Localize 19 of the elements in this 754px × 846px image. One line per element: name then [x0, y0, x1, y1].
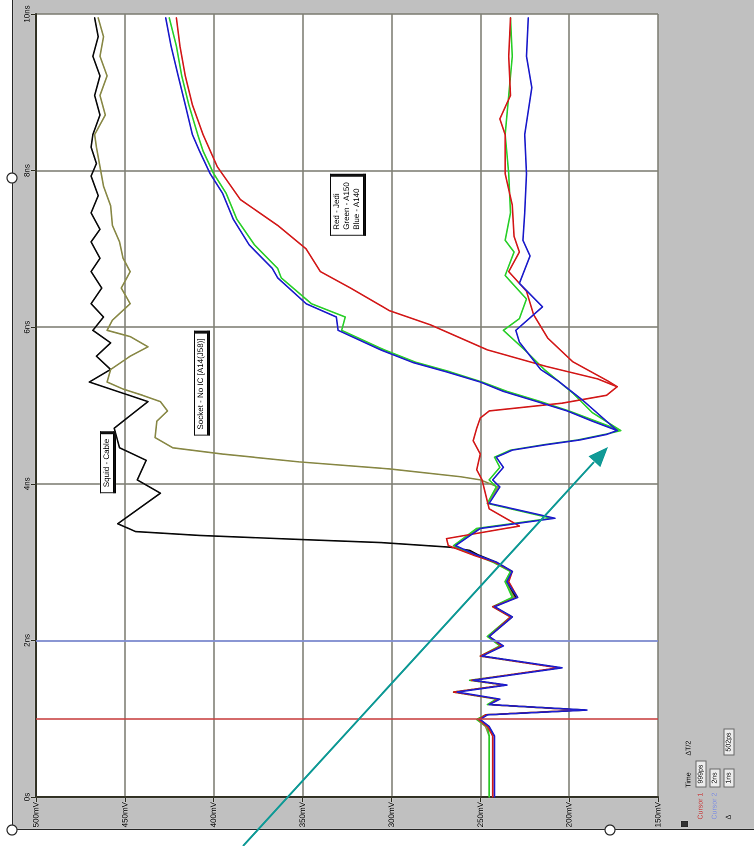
x-tick-label: 500mV [32, 801, 40, 828]
annotation: Socket - No IC [A14(J58)] [196, 338, 206, 430]
y-tick-label: 2ns [22, 634, 32, 647]
y-tick-label: 0s [22, 792, 32, 802]
y-tick-label: 4ns [22, 477, 32, 490]
x-tick-label: 350mV [298, 801, 308, 828]
y-tick-label: 8ns [22, 164, 32, 178]
annotation: Blue - A140 [352, 188, 362, 230]
x-tick-label: 250mV [476, 801, 485, 828]
annotation: Squid - Cable [102, 438, 112, 488]
annotation: Green - A150 [342, 182, 352, 230]
x-tick-label: 200mV [564, 801, 574, 828]
y-tick-label: 10ns [22, 5, 32, 23]
x-tick-label: 450mV [120, 801, 130, 828]
x-tick-label: 150mV [654, 801, 662, 828]
y-tick-label: 6ns [22, 320, 32, 334]
x-tick-label: 400mV [209, 801, 218, 828]
x-tick-label: 300mV [386, 801, 396, 828]
annotation: Red - Jedi [332, 193, 342, 230]
